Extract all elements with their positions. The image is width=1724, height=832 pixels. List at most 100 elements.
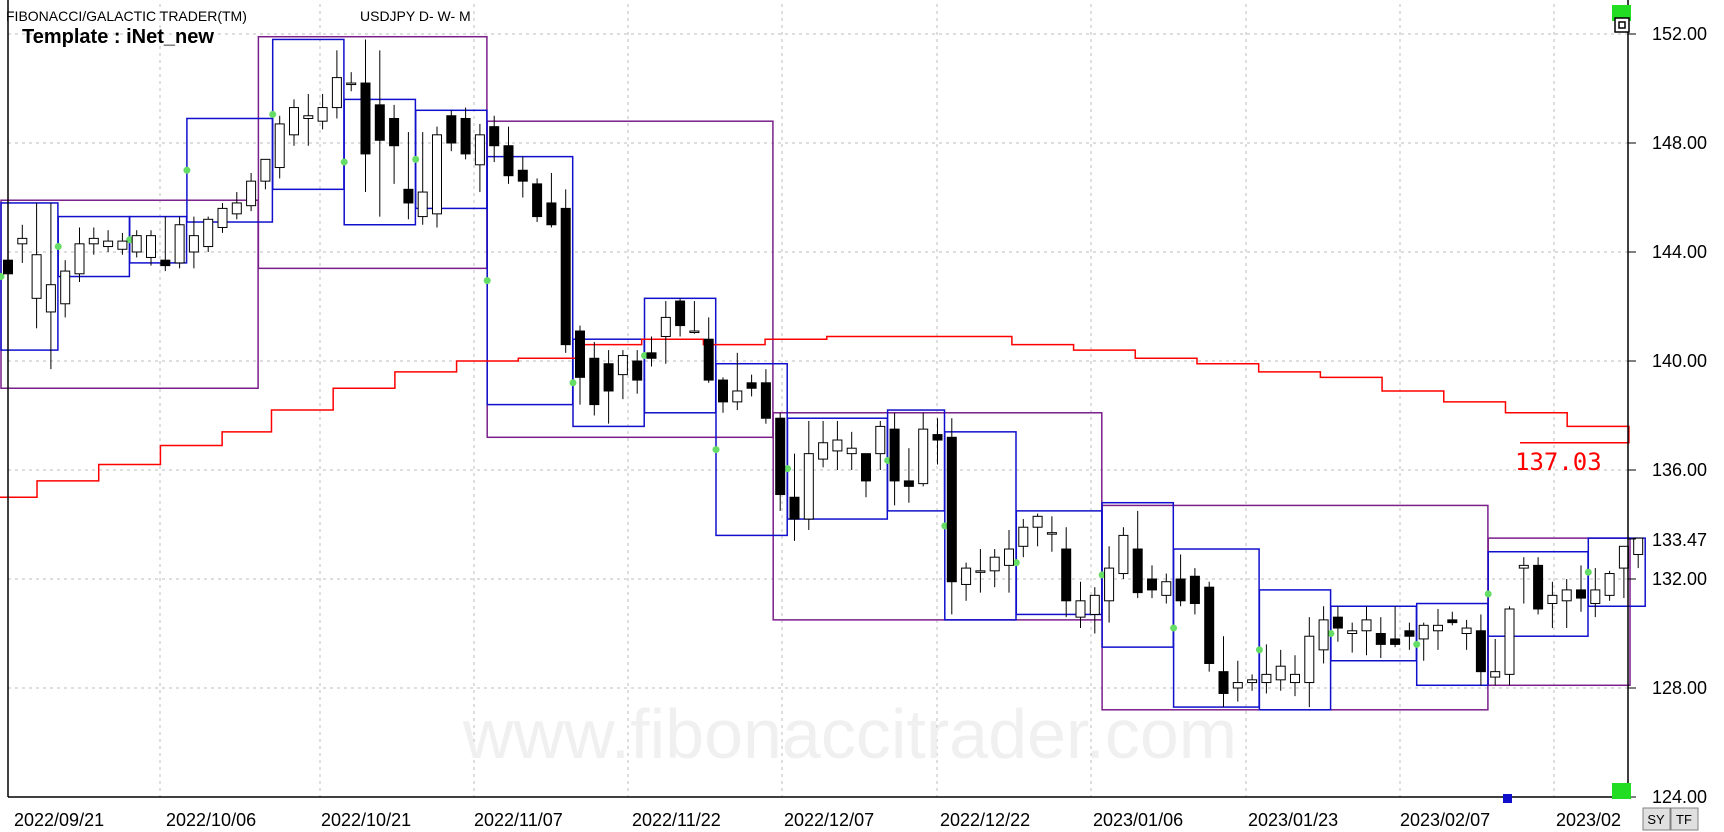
candle-body: [918, 428, 929, 485]
candle: [1004, 529, 1014, 593]
candle-body: [1447, 619, 1458, 624]
candle: [1046, 516, 1057, 552]
candle: [1518, 557, 1529, 604]
candle-body: [303, 115, 314, 119]
candle-body: [889, 428, 900, 482]
candle: [389, 104, 400, 184]
candle-body: [260, 158, 271, 182]
candle-body: [1275, 665, 1286, 681]
sy-button[interactable]: SY: [1642, 807, 1671, 831]
weekly-marker: [1012, 559, 1020, 567]
candle-body: [589, 357, 600, 406]
candle: [360, 39, 371, 193]
candle-body: [1618, 545, 1629, 569]
candle-body: [861, 453, 871, 482]
weekly-marker: [1098, 571, 1106, 579]
candle: [889, 412, 900, 506]
candle-body: [575, 330, 585, 378]
candle-body: [789, 496, 800, 520]
candle-body: [732, 390, 743, 403]
candle: [188, 216, 199, 269]
weekly-marker: [54, 243, 62, 251]
candle-body: [1204, 586, 1215, 664]
candle-body: [1418, 624, 1429, 640]
candle: [474, 123, 485, 193]
candle: [861, 453, 871, 498]
candle-body: [1461, 627, 1472, 634]
candle-body: [932, 434, 943, 441]
watermark: www.fibonaccitrader.com: [462, 695, 1237, 773]
tf-button[interactable]: TF: [1670, 807, 1699, 831]
candle: [503, 126, 514, 184]
candle: [103, 230, 114, 252]
candle-body: [1633, 537, 1644, 555]
candle: [74, 227, 85, 282]
scroll-position-icon[interactable]: [1503, 794, 1512, 803]
weekly-marker: [483, 277, 491, 285]
candle-body: [1247, 679, 1258, 684]
candle-body: [1347, 630, 1358, 635]
weekly-marker: [941, 522, 949, 530]
weekly-marker: [1327, 630, 1335, 637]
candle: [1118, 527, 1129, 579]
weekly-marker: [569, 379, 577, 387]
candle: [875, 420, 886, 470]
candle: [846, 431, 857, 470]
candle: [718, 377, 728, 413]
candle-body: [403, 188, 414, 204]
candle-body: [460, 117, 471, 155]
candle: [1147, 565, 1157, 599]
candle-body: [1576, 589, 1586, 599]
candle: [1561, 579, 1572, 629]
y-tick-label: 152.00: [1652, 24, 1707, 44]
candle-body: [1132, 548, 1143, 594]
candle: [1576, 565, 1586, 612]
candle: [1533, 557, 1544, 615]
candle-body: [474, 134, 485, 166]
template-label: Template : iNet_new: [22, 26, 214, 48]
candle: [1504, 606, 1515, 686]
candle: [646, 336, 657, 367]
candle-body: [188, 235, 199, 253]
candle: [903, 448, 914, 503]
candle-body: [88, 237, 99, 245]
weekly-marker: [1484, 590, 1492, 598]
maximize-icon[interactable]: [1614, 17, 1630, 33]
candle: [603, 350, 614, 424]
candle: [1361, 606, 1372, 656]
candle: [1318, 606, 1329, 664]
candle: [1433, 608, 1443, 650]
candle-body: [1061, 548, 1072, 602]
candle-body: [1118, 534, 1129, 575]
candle-body: [603, 363, 614, 392]
candle-body: [1490, 671, 1501, 678]
candle-body: [160, 259, 171, 267]
candle: [489, 115, 500, 163]
candle-body: [389, 117, 400, 147]
candle-body: [246, 180, 257, 207]
moving-average: [0, 335, 1630, 498]
candle-body: [803, 453, 814, 520]
bottom-marker-icon: [1612, 783, 1631, 799]
candle-body: [1046, 532, 1057, 535]
candle: [1032, 513, 1043, 547]
x-tick-label: 2022/10/21: [321, 810, 411, 830]
candle-body: [832, 439, 843, 452]
candle-body: [1590, 589, 1601, 605]
candle: [60, 260, 71, 318]
candle-body: [1318, 619, 1329, 651]
candle-body: [317, 107, 328, 122]
weekly-marker: [1170, 624, 1178, 632]
candle-body: [31, 254, 42, 299]
candle-body: [374, 104, 385, 141]
candle: [946, 418, 957, 615]
candle: [1418, 622, 1429, 661]
candle: [932, 418, 943, 465]
candle-body: [1290, 673, 1300, 684]
candle: [746, 374, 757, 397]
candle-body: [946, 436, 957, 583]
y-tick-label: 144.00: [1652, 242, 1707, 262]
candle-body: [17, 237, 28, 245]
candle: [1018, 519, 1029, 558]
